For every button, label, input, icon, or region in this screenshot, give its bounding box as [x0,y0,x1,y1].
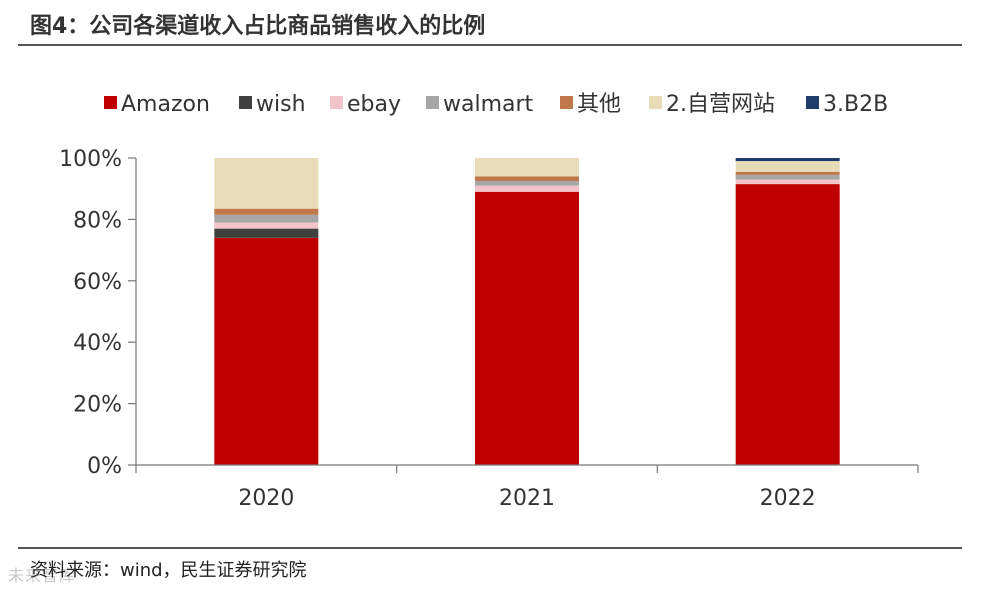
bar-segment [735,174,840,180]
bar-segment [475,185,579,192]
bar-segment [214,228,319,238]
y-tick-label: 100% [59,147,122,172]
bar-segment [214,158,319,209]
legend-label: Amazon [121,92,210,117]
bar-segment [735,171,840,175]
bar-segment [735,161,840,172]
bar-segment [214,222,319,229]
legend-swatch-item-4 [560,96,573,109]
bar-segment [735,179,840,185]
legend-label: 其他 [577,92,621,117]
bar-segment [214,237,319,465]
bar-segment [735,184,840,465]
legend-label: ebay [347,92,401,117]
bar-segment [475,158,579,177]
legend-swatch-walmart [426,96,439,109]
bar-segment [214,214,319,223]
bar-segment [475,191,579,465]
bar-segment [475,176,579,182]
y-tick-label: 40% [73,331,122,356]
y-tick-label: 60% [73,270,122,295]
legend-label: 2.自营网站 [666,92,775,117]
bars-area [214,158,840,465]
chart-title: 图4：公司各渠道收入占比商品销售收入的比例 [30,14,486,39]
legend-swatch-2 [649,96,662,109]
legend-swatch-3-b2b [806,96,819,109]
footer-divider [18,547,962,549]
legend-label: wish [256,92,306,117]
legend-swatch-ebay [330,96,343,109]
title-divider [18,44,962,46]
legend-label: 3.B2B [823,92,888,117]
x-tick-label: 2022 [760,486,816,511]
y-tick-label: 80% [73,208,122,233]
y-tick-label: 20% [73,393,122,418]
source-note: 资料来源：wind，民生证券研究院 [30,560,307,581]
watermark: 未来智库 [8,566,77,585]
bar-segment [214,208,319,215]
legend: Amazon wish ebay walmart 其他 2.自营网站 3.B2B [104,92,888,117]
y-tick-label: 0% [87,454,122,479]
y-axis: 0% 20% 40% 60% 80% 100% [59,147,137,479]
legend-swatch-amazon [104,96,117,109]
legend-label: walmart [443,92,534,117]
legend-swatch-wish [239,96,252,109]
bar-segment [475,181,579,186]
x-tick-label: 2020 [238,486,294,511]
x-axis: 2020 2021 2022 [135,464,919,511]
bar-segment [735,158,840,162]
x-tick-label: 2021 [499,486,555,511]
